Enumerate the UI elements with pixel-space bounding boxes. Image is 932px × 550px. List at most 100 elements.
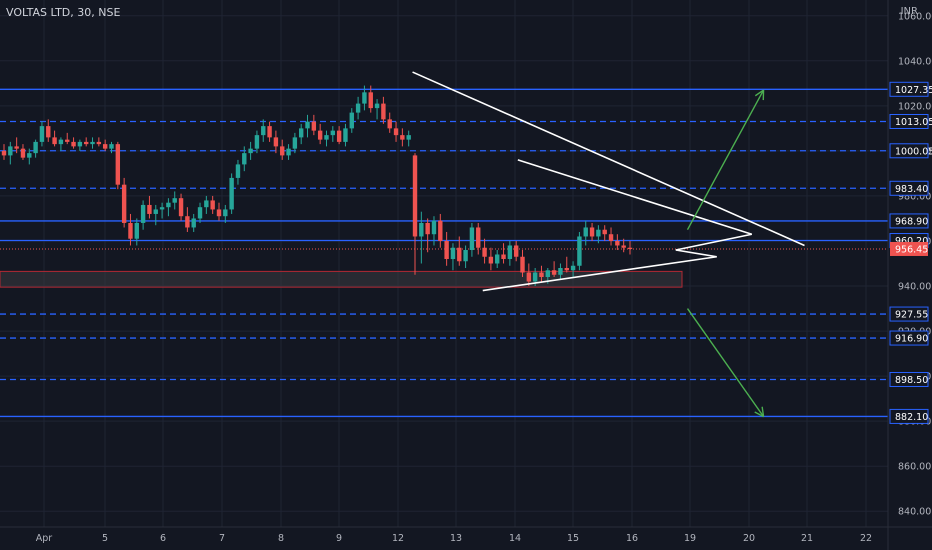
candle <box>330 126 336 142</box>
candle-body <box>349 112 354 129</box>
candle-body <box>400 135 405 140</box>
candle <box>431 216 437 246</box>
candle <box>286 144 291 160</box>
candle <box>349 108 354 133</box>
candle <box>172 191 177 210</box>
time-axis[interactable]: Apr 5 6 7 8 9 12 13 14 15 16 19 20 21 22 <box>0 526 932 544</box>
candle-body <box>166 202 171 208</box>
candle <box>1 144 7 160</box>
candle <box>368 85 373 113</box>
candle <box>419 211 424 264</box>
candle-body <box>109 144 114 149</box>
candle <box>400 128 405 147</box>
candle-body <box>191 218 196 228</box>
candle <box>229 173 234 214</box>
symbol-title: VOLTAS LTD, 30, NSE <box>6 6 121 19</box>
level-price-tag: 916.90 <box>889 330 929 346</box>
candles <box>1 85 633 287</box>
candle <box>261 119 266 142</box>
candle <box>501 243 506 264</box>
candle-body <box>1 150 7 156</box>
candle-body <box>520 256 525 273</box>
time-tick-label: 5 <box>102 533 108 544</box>
candle-body <box>317 130 323 140</box>
candle-body <box>298 128 304 138</box>
candle-body <box>564 268 569 271</box>
candle-body <box>33 141 38 154</box>
time-tick-label: 6 <box>160 533 166 544</box>
candle <box>147 195 152 219</box>
candle <box>558 263 563 280</box>
candle-body <box>223 209 228 217</box>
candle <box>469 222 475 257</box>
candle <box>77 139 83 151</box>
candle-body <box>324 135 329 140</box>
candle-body <box>596 229 601 237</box>
candle-body <box>545 270 550 278</box>
candle <box>336 126 342 145</box>
level-tag-box <box>889 306 929 322</box>
candle <box>58 137 64 151</box>
candle <box>596 225 601 244</box>
price-tick-label: 860.00 <box>898 462 931 473</box>
candle <box>311 114 317 136</box>
candle-body <box>513 245 519 257</box>
candle-body <box>267 126 272 138</box>
candle-body <box>450 247 456 259</box>
candle-body <box>444 240 449 259</box>
candle <box>109 141 114 154</box>
level-tag-box <box>889 213 929 229</box>
candle <box>280 139 285 160</box>
candle <box>355 96 361 120</box>
candle-body <box>355 103 361 113</box>
candle-body <box>627 247 633 249</box>
candle-body <box>387 119 392 129</box>
time-tick-label: 21 <box>801 533 813 544</box>
candle <box>248 141 253 160</box>
candle-body <box>273 137 279 147</box>
candle-body <box>286 148 291 156</box>
candle <box>305 114 310 138</box>
candle <box>324 130 329 147</box>
candle <box>551 261 557 278</box>
candle-body <box>469 227 475 250</box>
projection-arrow <box>686 89 765 231</box>
candle-body <box>539 272 544 278</box>
candle <box>615 234 620 250</box>
candle <box>90 137 95 149</box>
candle-body <box>476 227 481 248</box>
candle <box>425 218 430 253</box>
candle <box>482 238 487 264</box>
support-zone <box>0 270 683 288</box>
candle-body <box>393 128 399 136</box>
candle-body <box>115 144 121 185</box>
candle <box>159 202 165 219</box>
price-tick-label: 980.00 <box>898 191 931 202</box>
candle <box>343 123 348 147</box>
candle <box>406 130 411 147</box>
level-tag-label: 1000.05 <box>895 146 932 157</box>
candle-body <box>121 184 127 223</box>
candle <box>267 121 272 142</box>
level-price-tags: 1027.351013.051000.05983.40968.90960.209… <box>889 81 932 424</box>
time-tick-label: 20 <box>743 533 755 544</box>
candle-body <box>280 146 285 156</box>
level-tag-box <box>889 114 929 130</box>
candle-body <box>343 128 348 142</box>
candle <box>39 121 45 147</box>
candle <box>84 137 89 147</box>
time-tick-label: Apr <box>36 533 53 544</box>
time-tick-label: 15 <box>567 533 579 544</box>
candle-body <box>159 207 165 210</box>
candle-body <box>406 135 411 140</box>
candle <box>381 96 386 124</box>
candle-body <box>90 141 95 145</box>
candle <box>223 204 228 223</box>
price-tick-label: 1020.00 <box>898 101 932 112</box>
candle-body <box>84 141 89 145</box>
candle <box>273 130 279 154</box>
candle-body <box>153 209 158 214</box>
candle <box>412 153 418 275</box>
candle-body <box>495 254 500 264</box>
